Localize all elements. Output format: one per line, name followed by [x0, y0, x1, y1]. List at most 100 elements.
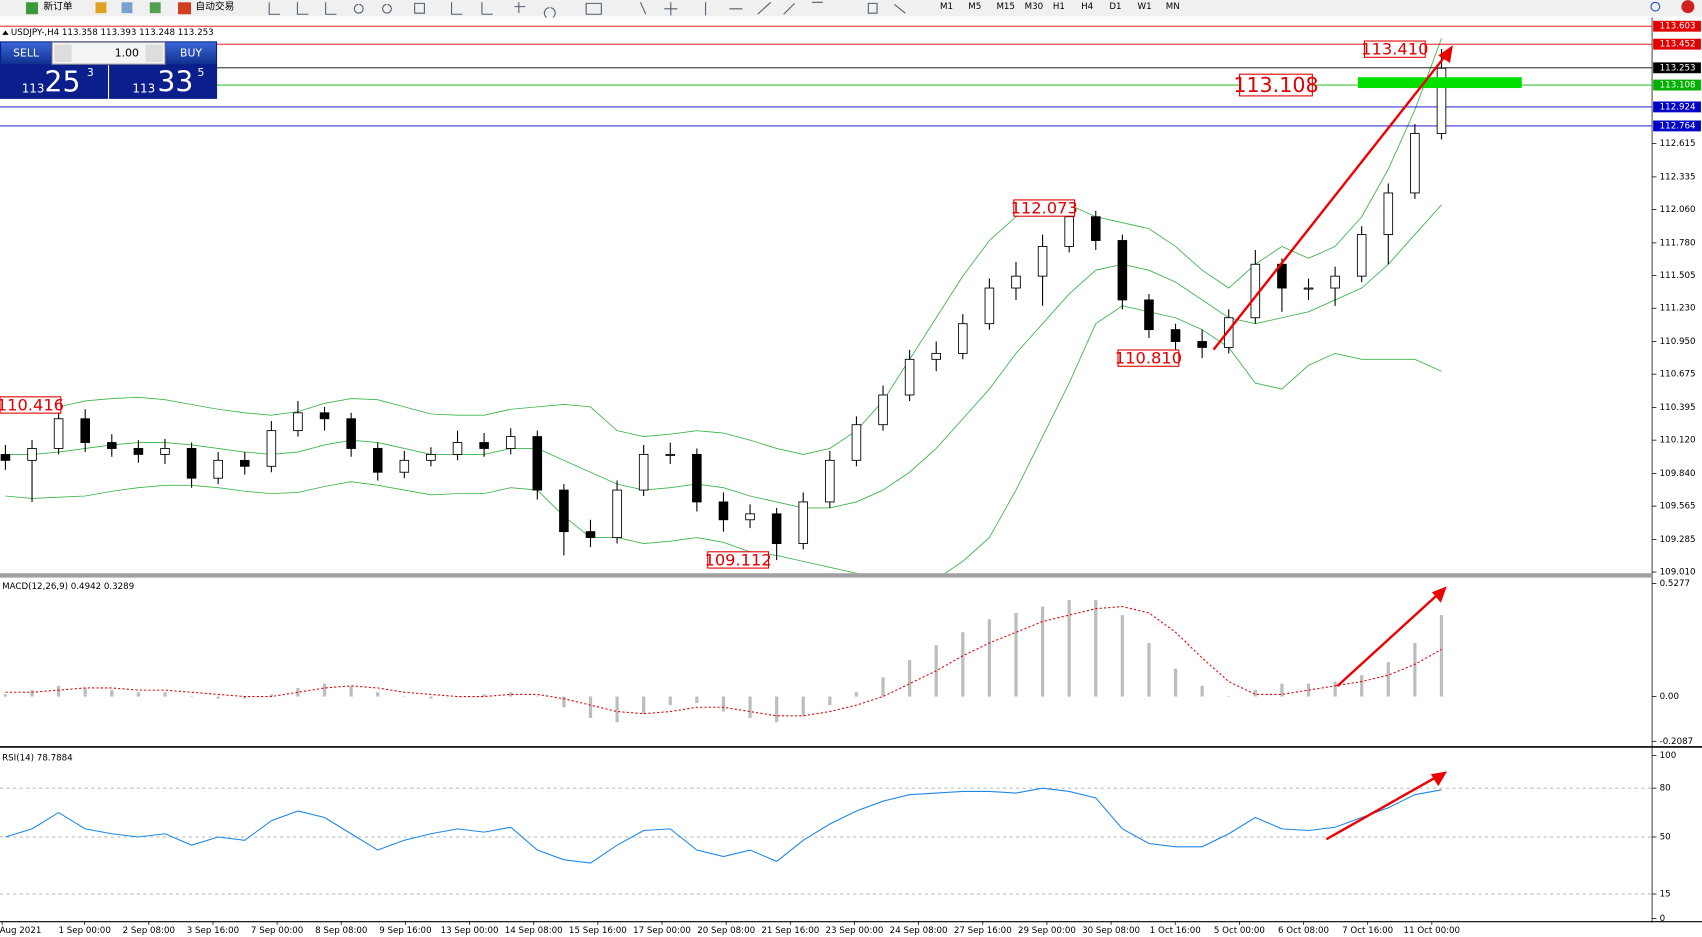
icon[interactable] [149, 2, 161, 14]
lot-input[interactable] [51, 41, 166, 65]
period-button[interactable]: M1 [940, 2, 953, 12]
price-tag-label: 112.764 [1660, 121, 1696, 131]
lot-value[interactable]: 1.00 [115, 46, 139, 59]
macd-bar [961, 632, 965, 697]
macd-bar [1253, 690, 1257, 697]
macd-bar [243, 696, 247, 699]
x-tick-label: 8 Sep 08:00 [315, 926, 367, 936]
period-button[interactable]: M15 [996, 2, 1015, 12]
y-tick-label: 50 [1660, 833, 1671, 843]
macd-bar [1200, 685, 1204, 697]
period-button[interactable]: M30 [1025, 2, 1044, 12]
rsi-panel: RSI(14) 78.7884 100 80 50 15 0 [0, 751, 1676, 924]
icon[interactable] [95, 2, 107, 14]
period-button[interactable]: MN [1166, 2, 1180, 12]
icon[interactable] [121, 2, 133, 14]
candle-body [399, 459, 410, 473]
auto-trading-icon[interactable] [178, 2, 192, 15]
tool-icons [268, 1, 906, 20]
macd-bar [402, 696, 406, 698]
sell-price-small[interactable]: 3 [87, 66, 94, 79]
buy-price-main[interactable]: 33 [157, 66, 193, 99]
highlight-bar [1357, 77, 1522, 89]
period-button[interactable]: H1 [1053, 2, 1065, 12]
candle-body [825, 459, 835, 503]
x-tick-label: 7 Sep 00:00 [251, 926, 303, 936]
search-icon[interactable] [1650, 1, 1661, 12]
buy-button[interactable] [166, 42, 217, 65]
buy-label[interactable]: BUY [180, 46, 202, 59]
period-button[interactable]: H4 [1081, 2, 1094, 12]
period-button[interactable]: D1 [1109, 2, 1121, 12]
alert-icon[interactable] [1681, 0, 1695, 14]
x-tick-label: 15 Sep 16:00 [569, 926, 627, 936]
one-click-trading: SELL 1.00 BUY 113 25 3 113 33 5 [0, 41, 218, 99]
toolbar: 新订单 自动交易 M1 M5 M15 M30 H1 H4 D1 W1 MN [0, 0, 1702, 20]
price-annotation: 113.108 [1233, 73, 1318, 97]
x-tick-label: 29 Sep 00:00 [1018, 926, 1076, 936]
period-button[interactable]: W1 [1138, 2, 1152, 12]
candle-body [1330, 275, 1340, 289]
candle-body [1303, 287, 1314, 290]
new-order-icon[interactable] [26, 2, 38, 15]
candle-body [931, 352, 941, 360]
macd-bar [775, 696, 779, 723]
arrow [1336, 595, 1437, 688]
y-tick-label: 112.060 [1660, 205, 1696, 215]
macd-bar [3, 694, 8, 697]
macd-bar [562, 696, 566, 708]
macd-bar [1067, 600, 1071, 697]
lot-up[interactable] [145, 44, 163, 62]
buy-price-big[interactable]: 113 [132, 82, 155, 96]
macd-bar [695, 696, 699, 703]
sell-price-big[interactable]: 113 [22, 82, 45, 96]
candle-body [612, 489, 622, 539]
y-tick-label: -0.2087 [1660, 737, 1693, 747]
candle-body [1117, 240, 1128, 301]
price-tag-label: 113.603 [1660, 22, 1696, 32]
sell-price-main[interactable]: 25 [45, 66, 81, 99]
sell-label[interactable]: SELL [13, 46, 39, 59]
macd-bar [163, 692, 167, 697]
period-button[interactable]: M5 [968, 2, 981, 12]
collapse-icon[interactable] [2, 30, 9, 35]
candle-body [1436, 67, 1447, 134]
y-tick-label: 110.950 [1660, 337, 1696, 347]
macd-bar [588, 696, 593, 718]
candle-body [638, 453, 649, 491]
price-tag [1653, 62, 1701, 74]
macd-bar [110, 690, 114, 697]
x-tick-label: 17 Sep 00:00 [633, 926, 691, 936]
candle-body [559, 489, 569, 533]
macd-bar [296, 687, 300, 697]
buy-price-small[interactable]: 5 [198, 66, 205, 79]
x-tick-label: 11 Oct 00:00 [1404, 926, 1461, 936]
macd-bar [881, 677, 885, 697]
candle-body [1383, 192, 1394, 235]
new-order[interactable]: 新订单 [43, 0, 72, 13]
candle-body [878, 394, 888, 426]
candle-body [27, 448, 37, 461]
auto-trading[interactable]: 自动交易 [195, 0, 234, 13]
macd-bar [136, 692, 141, 697]
x-tick-label: 3 Sep 16:00 [187, 926, 239, 936]
macd-bar [801, 696, 805, 716]
x-tick-label: 7 Oct 16:00 [1342, 926, 1393, 936]
sell-button[interactable] [1, 42, 52, 65]
price-tag-label: 113.253 [1660, 63, 1696, 73]
y-tick-label: 15 [1660, 890, 1671, 900]
lot-down[interactable] [54, 44, 72, 62]
candle-body [160, 448, 170, 455]
price-tag-label: 112.924 [1660, 102, 1696, 112]
indicator-label: RSI(14) 78.7884 [2, 753, 73, 763]
chart-header: USDJPY-,H4 113.358 113.393 113.248 113.2… [11, 28, 214, 38]
y-tick-label: 0 [1660, 914, 1666, 924]
candle-body [0, 453, 11, 461]
candle-body [452, 442, 463, 455]
time-axis: 0 Aug 2021 1 Sep 00:00 2 Sep 08:00 3 Sep 16… [0, 921, 1461, 936]
macd-bar [1280, 683, 1284, 697]
macd-bar [1413, 642, 1417, 697]
x-tick-label: 2 Sep 08:00 [123, 926, 175, 936]
y-tick-label: 112.615 [1660, 139, 1696, 149]
candle-body [1144, 299, 1154, 331]
